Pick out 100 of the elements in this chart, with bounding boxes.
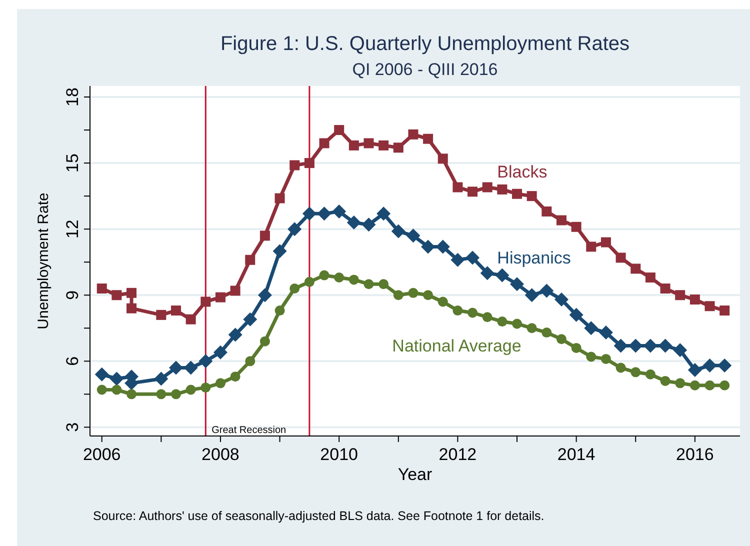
point — [215, 378, 226, 388]
point — [542, 206, 552, 216]
point — [468, 308, 478, 318]
point — [230, 286, 240, 296]
y-tick-label: 18 — [63, 88, 82, 106]
point — [466, 250, 480, 265]
ref-line-label: Great Recession — [212, 425, 286, 436]
point — [616, 362, 626, 373]
point — [600, 237, 611, 248]
point — [290, 284, 300, 294]
point — [362, 218, 376, 232]
point — [482, 182, 492, 192]
point — [346, 215, 361, 230]
y-tick-label: 15 — [63, 154, 82, 173]
point — [406, 228, 420, 243]
point — [274, 193, 285, 204]
point — [243, 312, 258, 326]
point — [186, 314, 196, 324]
point — [645, 272, 656, 283]
x-axis-title: Year — [398, 465, 433, 484]
point — [542, 328, 552, 338]
point — [391, 224, 406, 238]
point — [319, 270, 330, 280]
point — [126, 288, 137, 298]
point — [348, 140, 359, 150]
point — [497, 184, 508, 194]
point — [645, 369, 656, 380]
point — [468, 186, 478, 197]
point — [154, 372, 168, 386]
point — [704, 380, 715, 390]
series-label: Hispanics — [497, 248, 571, 268]
point — [364, 279, 374, 290]
series-label: Blacks — [497, 162, 548, 182]
point — [332, 204, 346, 218]
point — [586, 352, 596, 362]
point — [408, 129, 418, 140]
series-label: National Average — [392, 336, 522, 356]
point — [126, 303, 137, 314]
point — [215, 292, 226, 302]
point — [452, 182, 463, 192]
point — [616, 252, 626, 263]
point — [510, 277, 524, 292]
point — [571, 342, 582, 353]
point — [260, 336, 270, 346]
point — [213, 345, 228, 360]
x-tick-label: 2006 — [82, 445, 121, 464]
point — [156, 389, 166, 400]
point — [378, 279, 389, 290]
point — [272, 244, 287, 258]
x-tick-label: 2010 — [320, 445, 358, 464]
point — [94, 367, 109, 382]
point — [643, 338, 658, 353]
point — [260, 230, 270, 241]
source-note: Source: Authors' use of seasonally-adjusted BLS data. See Footnote 1 for details. — [93, 509, 544, 523]
point — [614, 338, 628, 353]
point — [630, 367, 641, 378]
point — [408, 288, 418, 298]
point — [436, 240, 450, 254]
point — [258, 288, 272, 302]
point — [598, 326, 613, 340]
y-tick-label: 6 — [63, 356, 82, 366]
point — [628, 338, 643, 353]
point — [630, 264, 641, 274]
point — [319, 138, 330, 148]
y-tick-label: 3 — [63, 422, 82, 432]
point — [571, 222, 582, 232]
point — [376, 206, 391, 221]
point — [688, 362, 702, 377]
y-tick-label: 12 — [63, 220, 82, 239]
point — [512, 318, 522, 329]
point — [526, 323, 537, 334]
y-tick-label: 9 — [63, 290, 82, 300]
point — [556, 215, 566, 226]
point — [660, 376, 670, 386]
point — [673, 343, 688, 358]
point — [586, 242, 596, 252]
point — [600, 354, 611, 364]
point — [524, 288, 539, 302]
point — [482, 312, 492, 322]
point — [438, 154, 448, 164]
point — [675, 290, 686, 300]
point — [554, 292, 568, 307]
point — [156, 310, 166, 320]
point — [480, 266, 494, 280]
point — [170, 389, 181, 400]
point — [170, 306, 181, 316]
x-tick-label: 2012 — [438, 445, 477, 464]
point — [556, 334, 566, 344]
point — [423, 134, 434, 144]
point — [658, 338, 672, 353]
point — [495, 268, 510, 282]
point — [512, 188, 522, 199]
point — [378, 140, 389, 150]
point — [690, 380, 700, 390]
point — [704, 301, 715, 312]
point — [228, 328, 242, 342]
point — [438, 296, 448, 307]
point — [302, 206, 316, 221]
point — [186, 384, 196, 395]
x-tick-label: 2008 — [202, 445, 240, 464]
